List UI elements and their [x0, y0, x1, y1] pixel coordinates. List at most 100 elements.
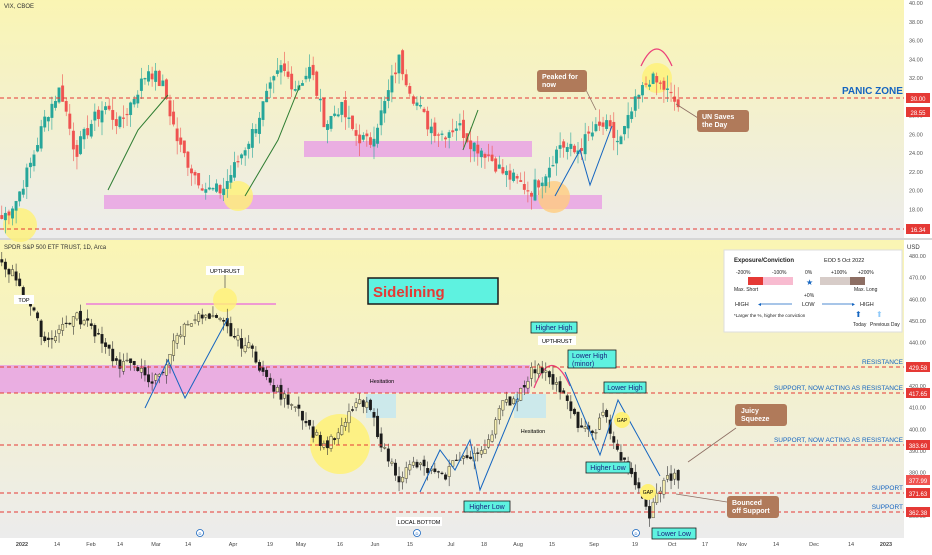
- spy-candle: [340, 425, 344, 435]
- legend-today: Today: [853, 322, 867, 328]
- spy-candle: [46, 337, 50, 340]
- legend-short-200: -200%: [736, 270, 751, 276]
- vix-candle: [558, 145, 562, 149]
- svg-text:◂: ◂: [758, 302, 761, 308]
- spy-candle: [580, 425, 584, 428]
- spy-candle: [329, 436, 333, 449]
- spy-candle: [504, 399, 508, 403]
- vix-support-zone: [104, 195, 602, 209]
- vix-candle: [594, 124, 598, 132]
- spy-candle: [154, 374, 158, 381]
- spy-candle: [372, 412, 376, 418]
- spy-candle: [508, 396, 512, 406]
- spy-candle: [615, 443, 619, 450]
- vix-candle: [583, 134, 587, 155]
- spy-candle: [494, 419, 498, 435]
- vix-candle: [25, 167, 29, 187]
- vix-candle: [569, 143, 573, 149]
- svg-text:417.65: 417.65: [909, 392, 928, 398]
- spy-candle: [118, 359, 122, 369]
- vix-candle: [154, 70, 158, 82]
- label-support-now-resistance-2: SUPPORT, NOW ACTING AS RESISTANCE: [774, 437, 904, 444]
- svg-text:Sidelining: Sidelining: [373, 284, 445, 301]
- vix-candle: [422, 108, 426, 113]
- dividend-marker-sep[interactable]: D: [632, 529, 640, 537]
- spy-candle: [21, 287, 25, 296]
- vix-candle: [125, 113, 129, 116]
- spy-candle: [293, 406, 297, 408]
- vix-candle: [96, 109, 100, 120]
- callout-un: UN Saves the Day: [675, 103, 749, 132]
- spy-upthrust-highlight: [213, 288, 237, 312]
- vix-trend-line-3: [554, 125, 613, 197]
- vix-candle: [175, 128, 179, 142]
- spy-candle: [347, 411, 351, 424]
- callout-peaked: Peaked for now: [537, 70, 597, 111]
- spy-candle: [368, 399, 372, 410]
- spy-tick-label: 480.00: [909, 254, 926, 260]
- spy-candle: [336, 432, 340, 439]
- vix-header[interactable]: VIX, CBOE: [4, 4, 34, 10]
- svg-text:Higher Low: Higher Low: [469, 504, 505, 511]
- svg-text:TOP: TOP: [18, 298, 30, 304]
- vix-candle: [630, 111, 634, 120]
- spy-candle: [648, 506, 652, 519]
- vix-candle: [615, 140, 619, 143]
- spy-header[interactable]: SPDR S&P 500 ETF TRUST, 1D, Arca: [4, 245, 107, 251]
- spy-candle: [490, 434, 494, 442]
- vix-candle: [580, 148, 584, 151]
- spy-candle: [551, 374, 555, 385]
- spy-candle: [433, 468, 437, 473]
- spy-candle: [250, 345, 254, 349]
- vix-candle: [419, 104, 422, 107]
- legend-note: *Larger the %, higher the conviction: [734, 313, 806, 318]
- vix-candle: [379, 110, 383, 126]
- spy-candle: [361, 400, 365, 407]
- annotation-hesitation-2: Hesitation: [521, 429, 545, 435]
- spy-candle: [39, 320, 43, 338]
- spy-candle: [379, 433, 383, 448]
- time-axis-label: 14: [773, 542, 779, 548]
- vix-candle: [540, 182, 544, 187]
- spy-candle: [666, 475, 669, 480]
- spy-currency: USD: [907, 245, 920, 251]
- vix-candle: [472, 142, 476, 152]
- vix-candle: [336, 114, 340, 117]
- spy-candle: [93, 325, 97, 337]
- spy-tick-label: 390.00: [909, 449, 926, 455]
- vix-candle: [14, 201, 18, 211]
- vix-candle: [372, 138, 376, 147]
- vix-candle: [426, 110, 430, 130]
- vix-candle: [601, 122, 605, 127]
- vix-candle: [71, 130, 75, 150]
- vix-candle: [340, 101, 344, 115]
- vix-candle: [368, 137, 372, 145]
- spy-candle: [572, 408, 576, 415]
- spy-candle: [315, 432, 319, 436]
- dividend-marker-jun[interactable]: D: [413, 529, 421, 537]
- vix-candle: [111, 109, 115, 120]
- spy-candle: [547, 371, 551, 378]
- svg-text:UPTHRUST: UPTHRUST: [542, 339, 573, 345]
- dividend-marker-mar[interactable]: D: [196, 529, 204, 537]
- vix-tick-label: 40.00: [909, 1, 923, 7]
- svg-text:Lower High(minor): Lower High (minor): [572, 353, 608, 368]
- vix-candle: [401, 50, 405, 75]
- vix-candle: [0, 215, 4, 219]
- vix-price-axis[interactable]: [904, 0, 932, 238]
- time-axis[interactable]: [0, 538, 932, 550]
- spy-candle: [605, 410, 609, 418]
- vix-candle: [240, 154, 244, 159]
- vix-candle: [211, 188, 215, 190]
- spy-candle: [512, 398, 516, 405]
- spy-candle: [71, 316, 75, 327]
- svg-text:Lower Low: Lower Low: [657, 531, 692, 538]
- callout-bounced: Bounced off Support: [675, 493, 779, 518]
- spy-candle: [279, 384, 283, 400]
- spy-candle: [7, 268, 11, 275]
- vix-candle: [54, 100, 57, 108]
- spy-candle: [426, 468, 430, 474]
- spy-candle: [132, 361, 136, 366]
- spy-candle: [229, 323, 233, 337]
